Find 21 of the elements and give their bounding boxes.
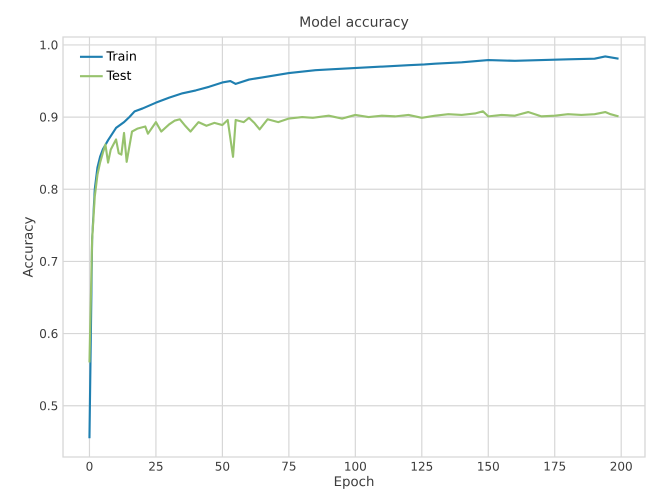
- legend-label: Test: [106, 70, 132, 80]
- chart-title: Model accuracy: [300, 16, 408, 30]
- x-tick-label: 25: [149, 462, 163, 471]
- x-tick-label: 75: [282, 462, 296, 471]
- x-tick-label: 50: [216, 462, 230, 471]
- y-tick-label: 0.5: [40, 401, 58, 410]
- y-tick-label: 0.6: [40, 329, 58, 338]
- line-series: [88, 110, 620, 364]
- y-tick-label: 1.0: [40, 40, 58, 50]
- y-tick-label: 0.8: [40, 184, 58, 194]
- x-tick-label: 100: [345, 462, 366, 471]
- x-tick-label: 150: [478, 462, 499, 471]
- x-tick-label: 200: [610, 462, 632, 471]
- legend-label: Train: [106, 51, 136, 61]
- x-tick-label: 0: [86, 462, 92, 471]
- x-axis-title: Epoch: [334, 476, 374, 489]
- y-axis-title: Accuracy: [22, 216, 36, 278]
- x-tick-label: 175: [544, 462, 566, 471]
- y-tick-label: 0.7: [40, 256, 58, 266]
- x-tick-label: 125: [412, 462, 432, 471]
- y-tick-label: 0.9: [40, 112, 58, 122]
